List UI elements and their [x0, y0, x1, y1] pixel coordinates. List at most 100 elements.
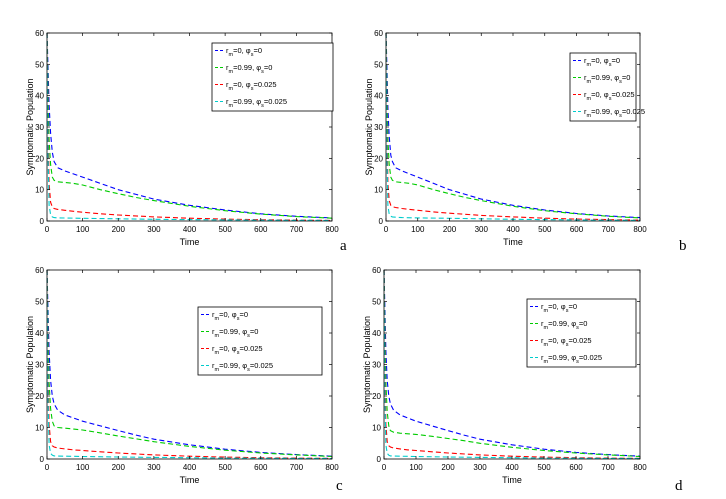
y-axis-label: Symptomatic Population — [25, 316, 35, 413]
x-axis-label: Time — [180, 237, 200, 247]
series-line-a-2 — [46, 32, 333, 219]
legend-entry: rm=0.99, φs=0 — [226, 63, 272, 75]
y-tick-label: 30 — [35, 123, 44, 132]
series-line-b-2 — [385, 32, 641, 219]
legend-box — [197, 306, 323, 376]
y-tick-label: 0 — [40, 217, 45, 226]
legend-entry: rm=0.99, φs=0 — [541, 319, 587, 331]
y-tick-label: 0 — [377, 455, 382, 464]
x-tick-label: 700 — [601, 463, 615, 472]
legend-entry: rm=0, φs=0 — [226, 46, 262, 58]
x-tick-label: 200 — [112, 463, 126, 472]
x-tick-label: 0 — [382, 463, 387, 472]
series-line-a-1 — [46, 32, 333, 219]
x-tick-label: 400 — [183, 463, 197, 472]
legend-entry: rm=0.99, φs=0 — [212, 327, 258, 339]
x-tick-label: 100 — [76, 463, 90, 472]
y-tick-label: 40 — [35, 329, 44, 338]
y-tick-label: 0 — [40, 455, 45, 464]
x-tick-label: 0 — [45, 225, 50, 234]
x-tick-label: 0 — [45, 463, 50, 472]
x-tick-label: 800 — [633, 463, 647, 472]
x-tick-label: 500 — [218, 225, 232, 234]
y-tick-label: 30 — [35, 361, 44, 370]
y-tick-label: 20 — [35, 154, 44, 163]
y-axis-label: Symptomatic Population — [25, 78, 35, 175]
x-tick-label: 600 — [570, 225, 584, 234]
series-line-d-4 — [383, 269, 641, 460]
x-tick-label: 600 — [254, 463, 268, 472]
legend: rm=0, φs=0 rm=0.99, φs=0 rm=0, φs=0.025 rm=… — [197, 306, 323, 376]
x-tick-label: 600 — [254, 225, 268, 234]
series-line-b-4 — [385, 32, 641, 221]
series-line-c-3 — [46, 269, 333, 459]
x-tick-label: 700 — [602, 225, 616, 234]
legend-entry: rm=0, φs=0 — [541, 302, 577, 314]
x-tick-label: 700 — [290, 225, 304, 234]
legend-entry: rm=0.99, φs=0.025 — [226, 97, 287, 109]
legend: rm=0, φs=0 rm=0.99, φs=0 rm=0, φs=0.025 rm=… — [569, 52, 645, 122]
y-tick-label: 50 — [35, 60, 44, 69]
x-tick-label: 300 — [475, 225, 489, 234]
y-tick-label: 10 — [35, 424, 44, 433]
legend-entry: rm=0.99, φs=0.025 — [584, 107, 645, 119]
legend-entry: rm=0.99, φs=0.025 — [212, 361, 273, 373]
y-tick-label: 40 — [374, 92, 383, 101]
x-tick-label: 300 — [147, 463, 161, 472]
x-tick-label: 300 — [473, 463, 487, 472]
x-tick-label: 100 — [76, 225, 90, 234]
y-tick-label: 10 — [374, 186, 383, 195]
panel-letter: c — [336, 478, 343, 494]
x-tick-label: 800 — [633, 225, 647, 234]
x-axis-label: Time — [503, 237, 523, 247]
series-line-d-2 — [383, 269, 641, 458]
series-line-c-1 — [46, 269, 333, 457]
series-line-d-3 — [383, 269, 641, 459]
y-tick-label: 20 — [374, 154, 383, 163]
panel-letter: d — [675, 478, 683, 494]
legend: rm=0, φs=0 rm=0.99, φs=0 rm=0, φs=0.025 rm=… — [526, 298, 637, 368]
series-line-c-2 — [46, 269, 333, 458]
y-tick-label: 30 — [374, 123, 383, 132]
series-line-a-4 — [46, 32, 333, 221]
x-tick-label: 600 — [569, 463, 583, 472]
y-tick-label: 60 — [372, 266, 381, 275]
legend-entry: rm=0.99, φs=0.025 — [541, 353, 602, 365]
x-tick-label: 500 — [218, 463, 232, 472]
y-tick-label: 10 — [35, 186, 44, 195]
y-tick-label: 40 — [372, 329, 381, 338]
x-axis-label: Time — [502, 475, 522, 485]
legend-entry: rm=0, φs=0 — [212, 310, 248, 322]
x-tick-label: 400 — [506, 225, 520, 234]
y-tick-label: 60 — [35, 29, 44, 38]
x-tick-label: 400 — [183, 225, 197, 234]
x-tick-label: 800 — [325, 225, 339, 234]
y-tick-label: 60 — [374, 29, 383, 38]
y-tick-label: 50 — [35, 298, 44, 307]
y-tick-label: 40 — [35, 92, 44, 101]
series-line-b-3 — [385, 32, 641, 221]
x-tick-label: 200 — [112, 225, 126, 234]
y-tick-label: 20 — [372, 392, 381, 401]
chart-panel-b: 0 100 200 300 400 500 600 700 800 0 10 20 30 40 50 60 Ti… — [364, 29, 687, 254]
legend-entry: rm=0, φs=0.025 — [584, 90, 635, 102]
x-tick-label: 200 — [443, 225, 457, 234]
x-tick-label: 700 — [290, 463, 304, 472]
x-tick-label: 300 — [147, 225, 161, 234]
series-line-c-4 — [46, 269, 333, 460]
legend-box — [526, 298, 637, 368]
x-axis-label: Time — [180, 475, 200, 485]
x-tick-label: 100 — [411, 225, 425, 234]
legend-entry: rm=0, φs=0.025 — [212, 344, 263, 356]
series-line-a-3 — [46, 32, 333, 221]
y-axis-label: Symptomatic Population — [364, 78, 374, 175]
legend-entry: rm=0, φs=0.025 — [226, 80, 277, 92]
y-tick-label: 10 — [372, 424, 381, 433]
panel-letter: b — [679, 238, 687, 254]
x-tick-label: 200 — [441, 463, 455, 472]
chart-panel-c: 0 100 200 300 400 500 600 700 800 0 10 20 30 40 50 60 Ti… — [25, 266, 343, 494]
y-axis-label: Symptomatic Population — [362, 316, 372, 413]
y-tick-label: 0 — [379, 217, 384, 226]
legend-entry: rm=0, φs=0.025 — [541, 336, 592, 348]
panel-letter: a — [340, 238, 347, 254]
